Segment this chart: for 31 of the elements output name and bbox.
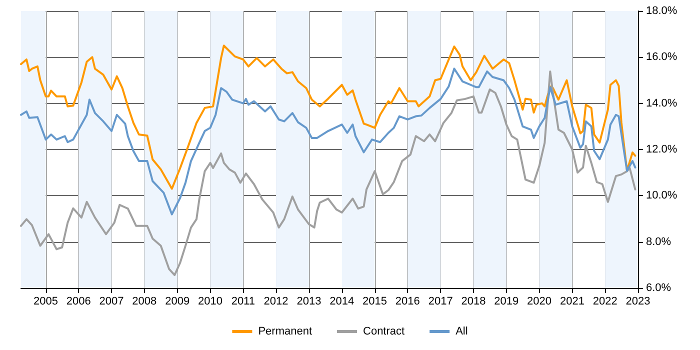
x-tick-label: 2022 [592, 296, 618, 308]
y-tick-label: 6.0% [646, 282, 672, 294]
y-tick-label: 18.0% [646, 5, 678, 17]
legend-label: Contract [363, 326, 405, 338]
x-tick-label: 2005 [34, 296, 58, 308]
x-tick-label: 2006 [66, 296, 91, 308]
x-tick-label: 2011 [231, 296, 255, 308]
x-tick-label: 2012 [264, 296, 288, 308]
x-tick-label: 2017 [428, 296, 453, 308]
x-tick-label: 2021 [560, 296, 584, 308]
x-tick-label: 2010 [198, 296, 223, 308]
x-tick-label: 2020 [527, 296, 552, 308]
x-tick-label: 2014 [330, 296, 354, 308]
x-tick-label: 2016 [395, 296, 420, 308]
x-tick-label: 2015 [362, 296, 388, 308]
legend-label: All [456, 326, 468, 338]
legend-label: Permanent [258, 326, 312, 338]
x-tick-label: 2019 [494, 296, 519, 308]
x-tick-label: 2023 [626, 296, 650, 308]
line-series [20, 44, 636, 190]
x-tick-label: 2007 [99, 296, 124, 308]
y-tick-label: 8.0% [646, 236, 672, 248]
x-tick-label: 2009 [165, 296, 190, 308]
line-series [20, 68, 636, 216]
y-tick-label: 16.0% [646, 51, 678, 64]
x-tick-label: 2008 [132, 296, 157, 308]
y-tick-label: 10.0% [646, 190, 678, 202]
x-tick-label: 2013 [296, 296, 322, 308]
x-tick-label: 2018 [461, 296, 486, 308]
y-tick-label: 12.0% [646, 144, 678, 156]
y-tick-label: 14.0% [646, 97, 678, 110]
